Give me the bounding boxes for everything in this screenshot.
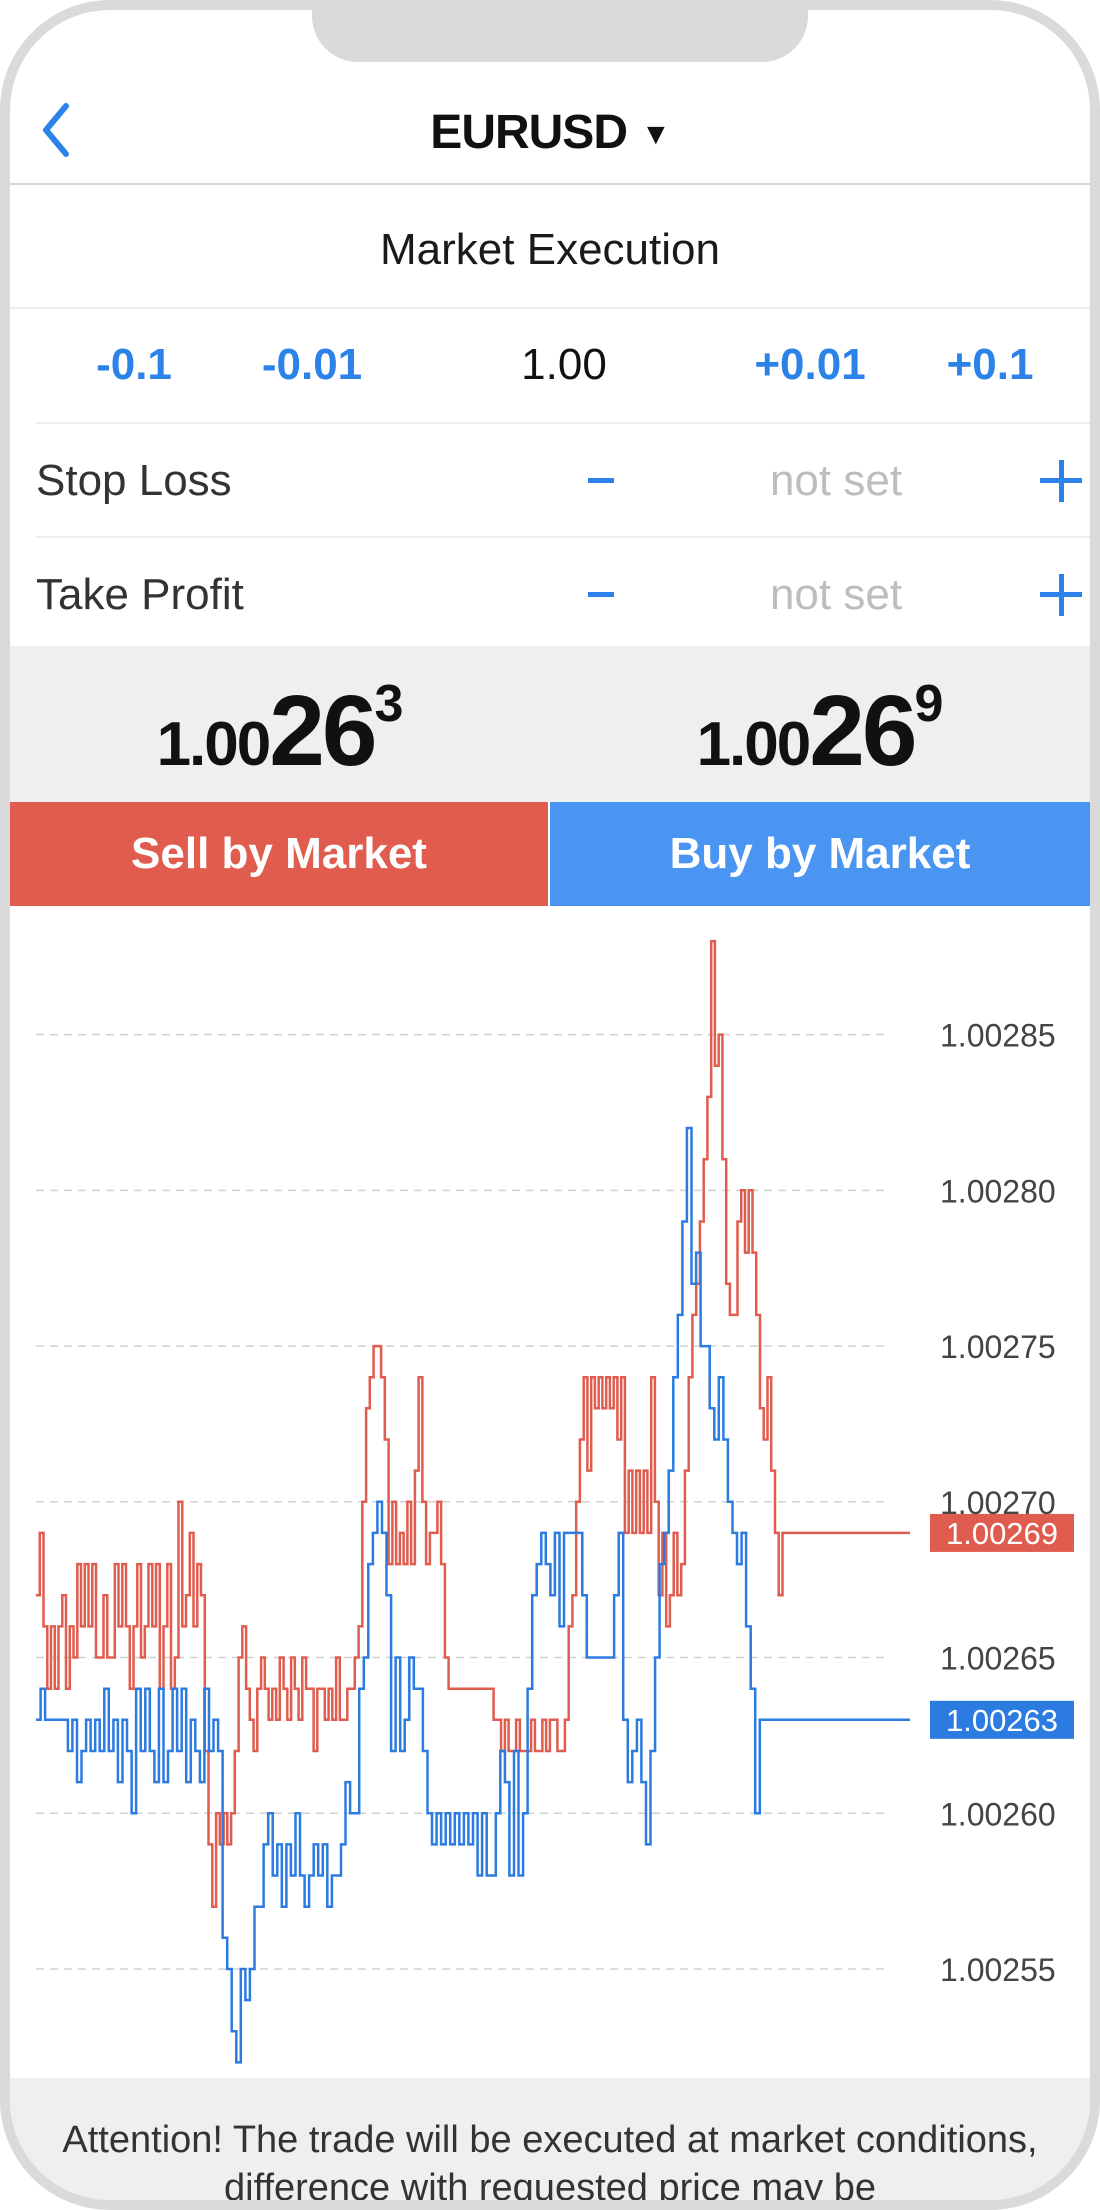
- y-tick-label: 1.00265: [940, 1641, 1056, 1677]
- price-band: 1.00263 1.00269: [10, 646, 1090, 802]
- symbol-selector[interactable]: EURUSD ▼: [10, 105, 1090, 160]
- back-button[interactable]: [32, 98, 92, 162]
- volume-plus-small-button[interactable]: +0.01: [754, 340, 866, 389]
- bid-price-line: [36, 1126, 910, 2064]
- stop-loss-value[interactable]: not set: [769, 456, 903, 505]
- volume-plus-large-button[interactable]: +0.1: [946, 340, 1034, 389]
- volume-row: -0.1 -0.01 1.00 +0.01 +0.1: [10, 308, 1090, 422]
- y-tick-label: 1.00280: [940, 1173, 1056, 1209]
- stop-loss-label: Stop Loss: [36, 456, 232, 505]
- attention-notice-text: Attention! The trade will be executed at…: [62, 2119, 1038, 2209]
- attention-notice: Attention! The trade will be executed at…: [10, 2078, 1090, 2200]
- take-profit-minus-button[interactable]: [546, 550, 656, 640]
- minus-icon: [588, 478, 614, 483]
- stop-loss-minus-button[interactable]: [546, 436, 656, 526]
- execution-type-row[interactable]: Market Execution: [10, 185, 1090, 309]
- y-tick-label: 1.00285: [940, 1018, 1056, 1054]
- stop-loss-row: Stop Loss not set: [36, 422, 1090, 538]
- take-profit-plus-button[interactable]: [1016, 550, 1090, 640]
- ask-price-pip: 9: [914, 675, 944, 733]
- dropdown-arrow-icon: ▼: [640, 118, 671, 151]
- take-profit-row: Take Profit not set: [36, 536, 1090, 652]
- bid-current-price-badge: [930, 1700, 1074, 1739]
- minus-icon: [588, 592, 614, 597]
- bid-price-pip: 3: [374, 675, 404, 733]
- ask-price-small: 1.00: [696, 710, 812, 779]
- volume-value[interactable]: 1.00: [521, 340, 607, 389]
- tick-chart: 1.00285 1.00280 1.00275 1.00270 1.00265 1.002…: [10, 910, 1090, 2078]
- stop-loss-plus-button[interactable]: [1016, 436, 1090, 526]
- ask-price-big: 26: [809, 675, 917, 787]
- device-notch: [312, 10, 808, 62]
- volume-minus-large-button[interactable]: -0.1: [96, 340, 172, 389]
- bid-current-price-label: 1.00263: [946, 1703, 1058, 1738]
- take-profit-label: Take Profit: [36, 570, 244, 619]
- y-tick-label: 1.00255: [940, 1952, 1056, 1988]
- bid-price-big: 26: [269, 675, 377, 787]
- y-tick-label: 1.00260: [940, 1796, 1056, 1832]
- ask-current-price-badge: [930, 1513, 1074, 1552]
- chevron-left-icon: [43, 103, 69, 157]
- volume-minus-small-button[interactable]: -0.01: [261, 340, 363, 389]
- header: EURUSD ▼: [10, 10, 1090, 185]
- buy-by-market-button[interactable]: Buy by Market: [550, 802, 1090, 906]
- symbol-label: EURUSD: [430, 106, 628, 159]
- ask-price-line: [36, 939, 910, 1908]
- ask-price: 1.00269: [550, 674, 1090, 789]
- bid-price: 1.00263: [10, 674, 550, 789]
- execution-type-label: Market Execution: [380, 225, 720, 274]
- y-tick-label: 1.00275: [940, 1329, 1056, 1365]
- take-profit-value[interactable]: not set: [769, 570, 903, 619]
- ask-current-price-label: 1.00269: [946, 1516, 1058, 1551]
- sell-by-market-button[interactable]: Sell by Market: [10, 802, 548, 906]
- bid-price-small: 1.00: [156, 710, 272, 779]
- tick-chart-svg: 1.002851.002801.002751.002701.002651.002…: [36, 939, 1074, 2064]
